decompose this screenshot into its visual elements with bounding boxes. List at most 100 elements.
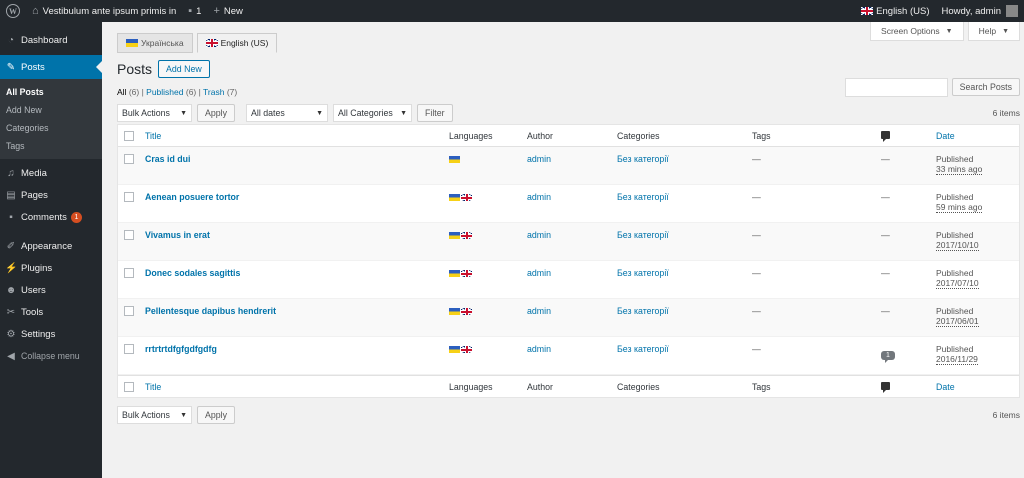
comments-count: 1 [196,5,202,17]
menu-label: Pages [21,189,48,201]
post-author[interactable]: admin [527,306,551,316]
post-category[interactable]: Без категорії [617,306,669,316]
column-title-header[interactable]: Title [145,131,162,141]
menu-posts[interactable]: ✎ Posts [0,55,102,79]
add-new-button[interactable]: Add New [158,60,210,78]
collapse-menu-button[interactable]: ◀ Collapse menu [0,345,102,367]
dates-select[interactable]: All dates ▼ [246,104,329,122]
row-checkbox[interactable] [124,268,134,278]
wp-logo-menu[interactable]: W [0,0,26,22]
menu-appearance[interactable]: ✐ Appearance [0,235,102,257]
row-checkbox[interactable] [124,154,134,164]
comment-bubble-icon [881,382,890,393]
uk-flag-icon[interactable] [461,308,472,316]
post-category[interactable]: Без категорії [617,268,669,278]
post-title-link[interactable]: Vivamus in erat [145,230,210,240]
ukraine-flag-icon[interactable] [449,194,460,202]
bulk-actions-select[interactable]: Bulk Actions ▼ [117,104,192,122]
ukraine-flag-icon[interactable] [449,156,460,164]
post-category[interactable]: Без категорії [617,230,669,240]
menu-label: Comments [21,211,67,223]
bulk-actions-select-bottom[interactable]: Bulk Actions ▼ [117,406,192,424]
filter-published[interactable]: Published [146,87,184,97]
column-title-footer[interactable]: Title [145,382,162,392]
ukraine-flag-icon[interactable] [449,346,460,354]
comments-link[interactable]: ▪ 1 [182,0,207,22]
apply-button-bottom[interactable]: Apply [197,406,236,424]
menu-label: Collapse menu [21,351,80,361]
ukraine-flag-icon[interactable] [449,270,460,278]
submenu-categories[interactable]: Categories [6,123,49,133]
table-row: Aenean posuere tortor admin Без категорі… [118,185,1019,223]
menu-pages[interactable]: ▤ Pages [0,184,102,206]
submenu-all-posts[interactable]: All Posts [6,87,44,97]
categories-select[interactable]: All Categories ▼ [333,104,413,122]
site-name-link[interactable]: ⌂ Vestibulum ante ipsum primis in [26,0,182,22]
column-comments-footer[interactable] [881,382,890,393]
menu-users[interactable]: ☻ Users [0,279,102,301]
account-menu[interactable]: Howdy, admin [936,0,1024,22]
menu-label: Media [21,167,47,179]
submenu-add-new[interactable]: Add New [6,105,42,115]
submenu-tags[interactable]: Tags [6,141,25,151]
apply-button[interactable]: Apply [197,104,236,122]
menu-tools[interactable]: ✂ Tools [0,301,102,323]
language-switcher[interactable]: English (US) [855,0,935,22]
ukraine-flag-icon[interactable] [449,232,460,240]
post-category[interactable]: Без категорії [617,192,669,202]
chevron-down-icon: ▼ [945,27,953,35]
post-author[interactable]: admin [527,268,551,278]
menu-media[interactable]: ♫ Media [0,162,102,184]
filter-trash[interactable]: Trash [203,87,225,97]
uk-flag-icon[interactable] [461,194,472,202]
search-input[interactable] [844,78,948,97]
tab-ukrainian[interactable]: Українська [117,33,193,53]
menu-settings[interactable]: ⚙ Settings [0,323,102,345]
avatar [1006,5,1018,17]
row-checkbox[interactable] [124,306,134,316]
row-checkbox[interactable] [124,344,134,354]
post-category[interactable]: Без категорії [617,344,669,354]
post-category[interactable]: Без категорії [617,154,669,164]
column-date-footer[interactable]: Date [936,382,955,392]
help-button[interactable]: Help ▼ [967,22,1020,41]
comment-count-bubble[interactable]: 1 [881,351,895,363]
search-posts-button[interactable]: Search Posts [951,78,1020,96]
post-title-link[interactable]: Donec sodales sagittis [145,268,241,278]
filter-all[interactable]: All [117,87,127,97]
row-checkbox[interactable] [124,230,134,240]
uk-flag-icon[interactable] [461,232,472,240]
post-title-link[interactable]: Aenean posuere tortor [145,192,240,202]
post-date-value: 2016/11/29 [936,354,978,365]
ukraine-flag-icon[interactable] [449,308,460,316]
post-title-link[interactable]: Cras id dui [145,154,191,164]
post-title-link[interactable]: Pellentesque dapibus hendrerit [145,306,277,316]
post-title-cell: Aenean posuere tortor [145,192,239,202]
post-author[interactable]: admin [527,154,551,164]
menu-comments[interactable]: ▪ Comments 1 [0,206,102,228]
menu-dashboard[interactable]: ◔ Dashboard [0,29,102,51]
posts-submenu: All Posts Add New Categories Tags [0,79,102,159]
post-author[interactable]: admin [527,230,551,240]
post-author[interactable]: admin [527,344,551,354]
screen-options-button[interactable]: Screen Options ▼ [870,22,964,41]
post-title-link[interactable]: rrtrtrtdfgfgdfgdfg [145,344,217,354]
select-all-checkbox[interactable] [124,131,134,141]
chevron-down-icon: ▼ [1002,27,1009,35]
filter-all-count: (6) [128,87,140,97]
column-author-header: Author [527,131,553,141]
row-checkbox[interactable] [124,192,134,202]
post-title-cell: Vivamus in erat [145,230,210,240]
uk-flag-icon[interactable] [461,346,472,354]
post-author[interactable]: admin [527,192,551,202]
select-all-checkbox-footer[interactable] [124,382,134,392]
column-date-header[interactable]: Date [936,131,955,141]
select-value: All Categories [338,108,393,118]
column-comments-header[interactable] [881,131,890,142]
tab-english[interactable]: English (US) [196,33,278,53]
uk-flag-icon[interactable] [461,270,472,278]
post-languages [449,230,472,240]
new-content-menu[interactable]: + New [207,0,248,22]
filter-button[interactable]: Filter [417,104,453,122]
menu-plugins[interactable]: ⚡ Plugins [0,257,102,279]
